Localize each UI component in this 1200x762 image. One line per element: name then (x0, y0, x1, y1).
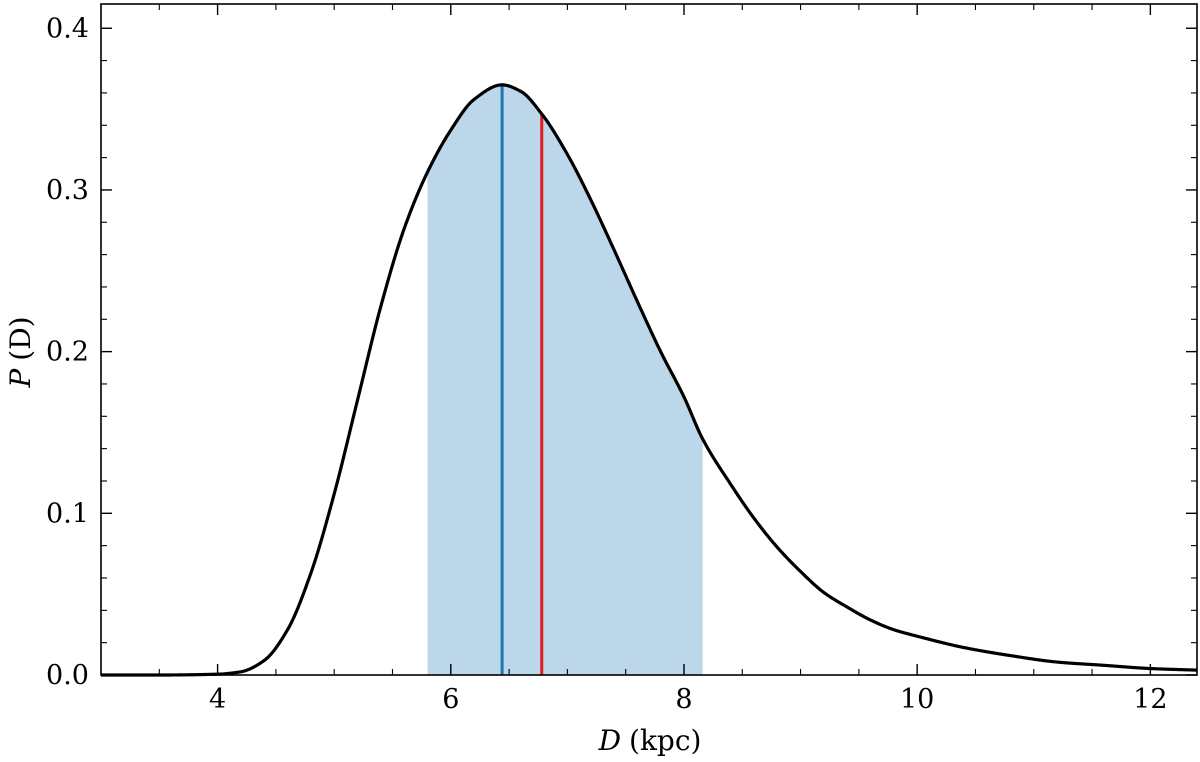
plot-frame (100, 3, 1198, 676)
x-axis-label: D (kpc) (598, 724, 702, 757)
y-tick-label: 0.1 (46, 498, 89, 529)
y-tick-label: 0.2 (46, 337, 89, 368)
plot-area (100, 83, 1198, 677)
x-axis-unit: (kpc) (629, 724, 701, 757)
y-tick-label: 0.3 (46, 175, 89, 206)
x-axis-variable: D (598, 724, 621, 757)
y-axis-variable: P (4, 368, 37, 389)
axis-labels: D (kpc) P (D) (4, 316, 701, 757)
y-tick-label: 0.0 (46, 660, 89, 691)
x-tick-label: 8 (675, 684, 692, 715)
credible-interval-shading (427, 84, 703, 676)
y-tick-label: 0.4 (46, 13, 89, 44)
probability-density-curve (100, 83, 1198, 677)
x-tick-label: 12 (1133, 684, 1167, 715)
x-tick-label: 6 (442, 684, 459, 715)
axes: 4 6 8 10 12 0.0 0.1 0.2 0.3 0.4 (46, 3, 1198, 715)
x-tick-label: 10 (900, 684, 934, 715)
x-tick-label: 4 (209, 684, 226, 715)
y-axis-argument: (D) (4, 316, 37, 360)
y-axis-label: P (D) (4, 316, 37, 388)
